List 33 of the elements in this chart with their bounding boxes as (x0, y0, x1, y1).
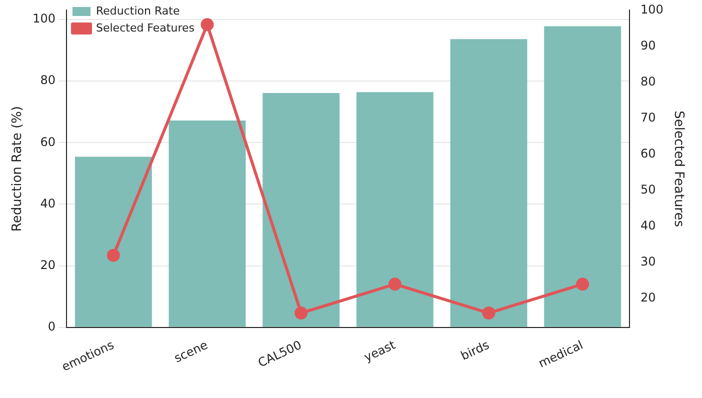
legend-label: Selected Features (96, 21, 195, 34)
point (388, 278, 402, 291)
bar (262, 93, 340, 327)
y-tick-label: 60 (40, 134, 56, 149)
y-tick-label: 20 (40, 258, 56, 272)
point (106, 248, 120, 262)
y-tick-label: 80 (40, 73, 56, 88)
x-tick-label: birds (458, 338, 492, 363)
bar (450, 39, 528, 327)
y2-tick-label: 20 (640, 290, 656, 305)
bar (544, 26, 622, 327)
y2-tick-label: 100 (640, 2, 664, 16)
y2-tick-label: 30 (640, 254, 656, 269)
y-tick-label: 0 (48, 320, 56, 334)
y2-tick-label: 80 (640, 74, 656, 88)
point (576, 278, 590, 291)
y-tick-label: 100 (32, 12, 56, 26)
y2-tick-label: 90 (640, 38, 656, 52)
y2-tick-label: 50 (640, 182, 656, 197)
y-axis-title: Reduction Rate (%) (10, 106, 26, 232)
bar (356, 92, 434, 327)
y2-tick-label: 40 (640, 218, 656, 233)
point (200, 18, 214, 32)
bar (74, 156, 152, 327)
legend-label: Reduction Rate (96, 4, 180, 18)
y2-tick-label: 70 (640, 110, 656, 124)
y2-tick-label: 60 (640, 146, 656, 161)
y-tick-label: 40 (40, 196, 56, 210)
bar (168, 120, 246, 327)
y2-axis-title: Selected Features (670, 110, 686, 228)
point (482, 306, 496, 320)
point (294, 306, 308, 320)
x-tick-label: scene (172, 338, 210, 366)
